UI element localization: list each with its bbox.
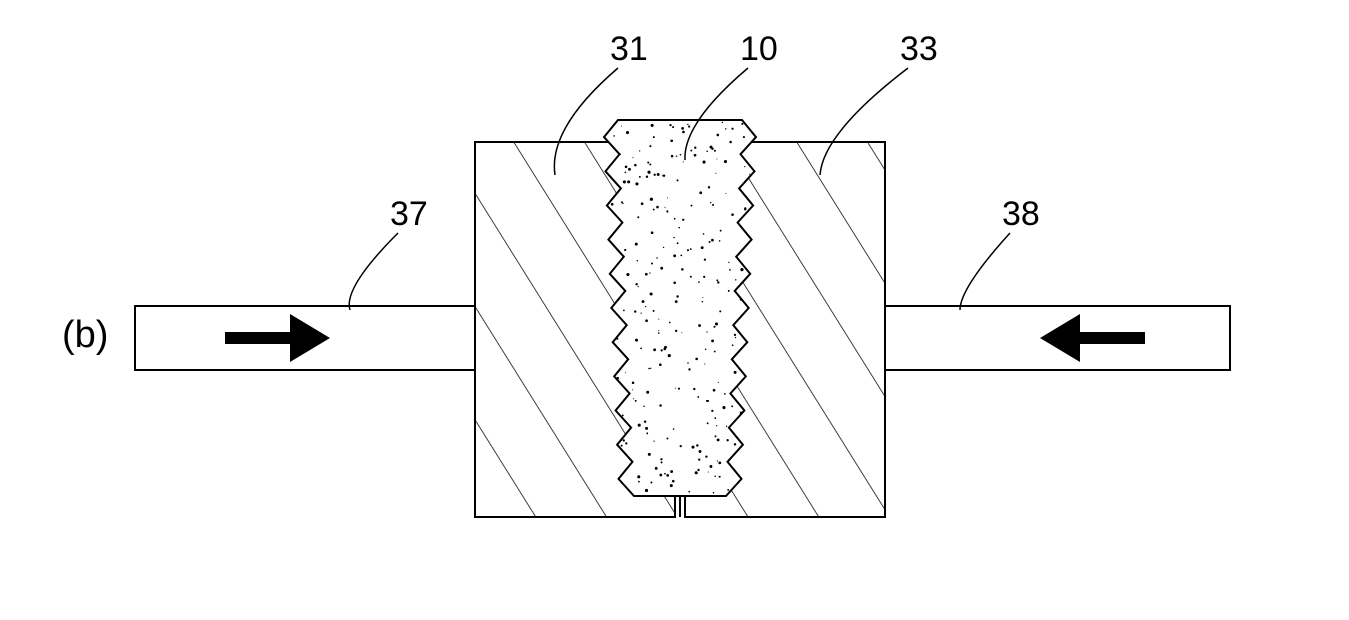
label-33: 33 <box>900 30 938 68</box>
leader-37 <box>349 233 398 310</box>
label-31: 31 <box>610 30 648 68</box>
label-37: 37 <box>390 195 428 233</box>
leader-38 <box>960 233 1010 310</box>
label-10: 10 <box>740 30 778 68</box>
label-38: 38 <box>1002 195 1040 233</box>
panel-label: (b) <box>62 314 108 356</box>
diagram-root <box>135 120 1230 517</box>
